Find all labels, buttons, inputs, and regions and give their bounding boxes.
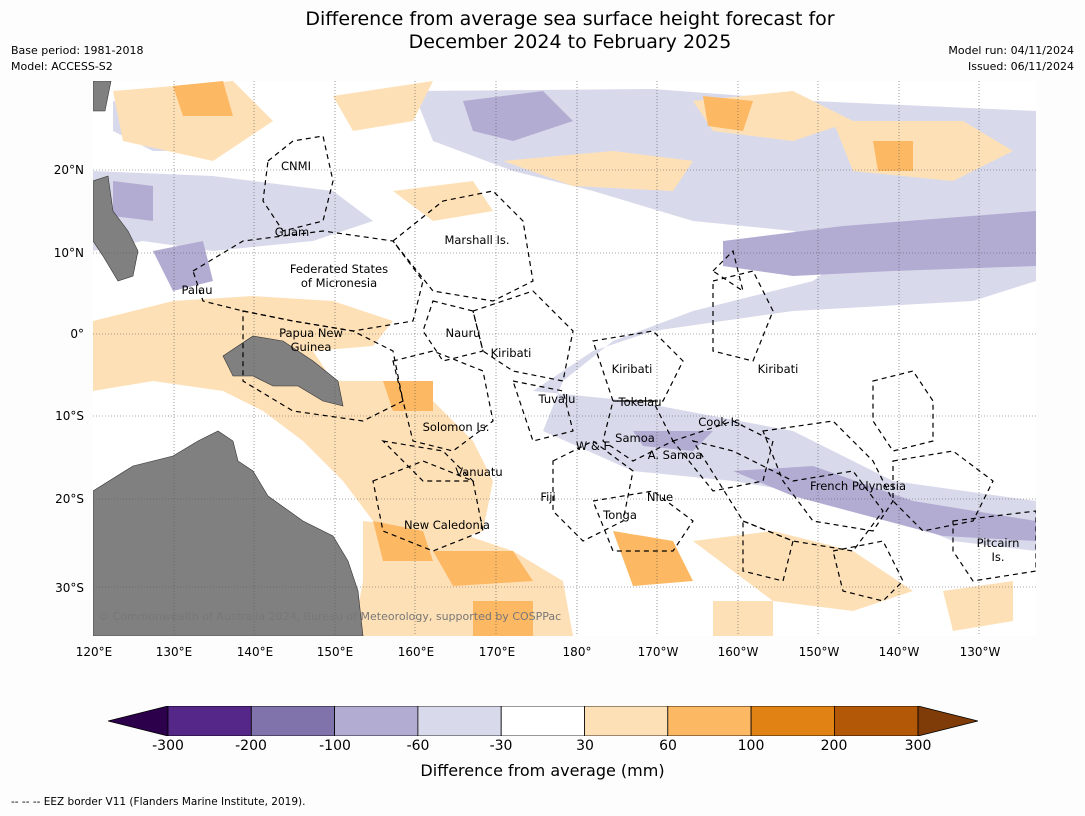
place-label-kiribati-line: Kiribati bbox=[757, 362, 799, 376]
place-label-micronesia: Federated States of Micronesia bbox=[289, 262, 389, 290]
eez-legend-note: -- -- -- EEZ border V11 (Flanders Marine… bbox=[11, 796, 306, 808]
colorbar-extend-high bbox=[917, 706, 978, 736]
lon-tick: 160°E bbox=[397, 645, 435, 659]
base-period: Base period: 1981-2018 bbox=[11, 44, 144, 57]
lon-tick: 120°E bbox=[75, 645, 113, 659]
colorbar-swatch bbox=[167, 706, 252, 736]
lat-tick: 0° bbox=[70, 327, 84, 341]
colorbar-swatch bbox=[500, 706, 585, 736]
colorbar-label: Difference from average (mm) bbox=[420, 761, 665, 780]
colorbar-tick: -30 bbox=[489, 738, 513, 754]
lat-tick: 30°S bbox=[55, 581, 84, 595]
place-label-kiribati-west: Kiribati bbox=[490, 346, 532, 360]
place-label-wallis-futuna: W & F bbox=[575, 439, 611, 453]
lon-tick: 180° bbox=[562, 645, 592, 659]
lon-tick: 170°E bbox=[478, 645, 516, 659]
model-name: Model: ACCESS-S2 bbox=[11, 60, 113, 73]
place-label-papua-new-guinea: Papua New Guinea bbox=[279, 326, 343, 354]
lat-tick: 20°N bbox=[53, 163, 84, 177]
lon-tick: 160°W bbox=[717, 645, 759, 659]
place-label-pitcairn-is: Pitcairn Is. bbox=[976, 536, 1020, 564]
colorbar-swatch bbox=[584, 706, 669, 736]
lat-tick: 10°S bbox=[55, 409, 84, 423]
colorbar-tick: -100 bbox=[319, 738, 351, 754]
colorbar-extend-low bbox=[108, 706, 169, 736]
colorbar-swatch bbox=[417, 706, 502, 736]
place-label-guam: Guam bbox=[274, 225, 310, 239]
graticule bbox=[93, 81, 1036, 636]
place-label-tonga: Tonga bbox=[603, 508, 637, 522]
colorbar-swatch bbox=[250, 706, 336, 736]
place-label-american-samoa: A. Samoa bbox=[647, 448, 703, 462]
place-label-fiji: Fiji bbox=[540, 490, 556, 504]
colorbar-tick: 300 bbox=[904, 738, 932, 754]
colorbar-tick: 30 bbox=[576, 738, 594, 754]
lon-tick: 130°W bbox=[959, 645, 1001, 659]
colorbar-tick: -200 bbox=[235, 738, 267, 754]
colorbar-tick: 100 bbox=[737, 738, 765, 754]
lat-tick: 20°S bbox=[55, 492, 84, 506]
colorbar-swatch bbox=[750, 706, 835, 736]
meta-right: Model run: 04/11/2024 Issued: 06/11/2024 bbox=[948, 43, 1074, 75]
lon-tick: 150°W bbox=[798, 645, 840, 659]
colorbar-tick: 200 bbox=[820, 738, 848, 754]
place-label-niue: Niue bbox=[646, 490, 674, 504]
place-label-nauru: Nauru bbox=[445, 326, 481, 340]
lon-tick: 130°E bbox=[155, 645, 193, 659]
place-label-cnmi: CNMI bbox=[281, 159, 311, 173]
map-canvas bbox=[93, 81, 1036, 636]
taiwan-land bbox=[93, 81, 112, 112]
lon-tick: 140°W bbox=[878, 645, 920, 659]
colorbar-tick: 60 bbox=[659, 738, 677, 754]
lon-tick: 140°E bbox=[236, 645, 274, 659]
place-label-vanuatu: Vanuatu bbox=[455, 465, 503, 479]
place-label-cook-is: Cook Is. bbox=[698, 415, 744, 429]
lon-tick: 170°W bbox=[637, 645, 679, 659]
lon-tick: 150°E bbox=[316, 645, 354, 659]
lat-tick: 10°N bbox=[53, 246, 84, 260]
land bbox=[93, 81, 364, 636]
colorbar-swatch bbox=[834, 706, 919, 736]
colorbar-tick: -60 bbox=[406, 738, 430, 754]
place-label-marshall-is: Marshall Is. bbox=[444, 233, 510, 247]
place-label-palau: Palau bbox=[181, 283, 213, 297]
issued-date: Issued: 06/11/2024 bbox=[967, 60, 1074, 73]
colorbar-swatch bbox=[667, 706, 752, 736]
anomaly-orange bbox=[173, 81, 913, 636]
meta-left: Base period: 1981-2018 Model: ACCESS-S2 bbox=[11, 43, 143, 75]
model-run: Model run: 04/11/2024 bbox=[948, 44, 1074, 57]
place-label-solomon-is: Solomon Is. bbox=[422, 420, 490, 434]
colorbar-tick: -300 bbox=[152, 738, 184, 754]
map-panel bbox=[93, 81, 1036, 636]
place-label-tokelau: Tokelau bbox=[618, 395, 662, 409]
place-label-tuvalu: Tuvalu bbox=[538, 392, 576, 406]
place-label-kiribati-phoenix: Kiribati bbox=[611, 362, 653, 376]
eez-borders bbox=[192, 135, 1036, 602]
australia-land bbox=[93, 430, 364, 636]
place-label-samoa: Samoa bbox=[615, 431, 655, 445]
philippines-land bbox=[93, 175, 139, 282]
place-label-new-caledonia: New Caledonia bbox=[404, 518, 490, 532]
place-label-french-polynesia: French Polynesia bbox=[809, 479, 907, 493]
colorbar bbox=[108, 706, 978, 736]
papua-new-guinea-land bbox=[222, 335, 344, 407]
chart-title: Difference from average sea surface heig… bbox=[305, 8, 835, 53]
copyright-notice: © Commonwealth of Australia 2024, Bureau… bbox=[98, 610, 562, 623]
anomaly-mid-purple bbox=[113, 91, 1036, 541]
colorbar-swatch bbox=[334, 706, 419, 736]
